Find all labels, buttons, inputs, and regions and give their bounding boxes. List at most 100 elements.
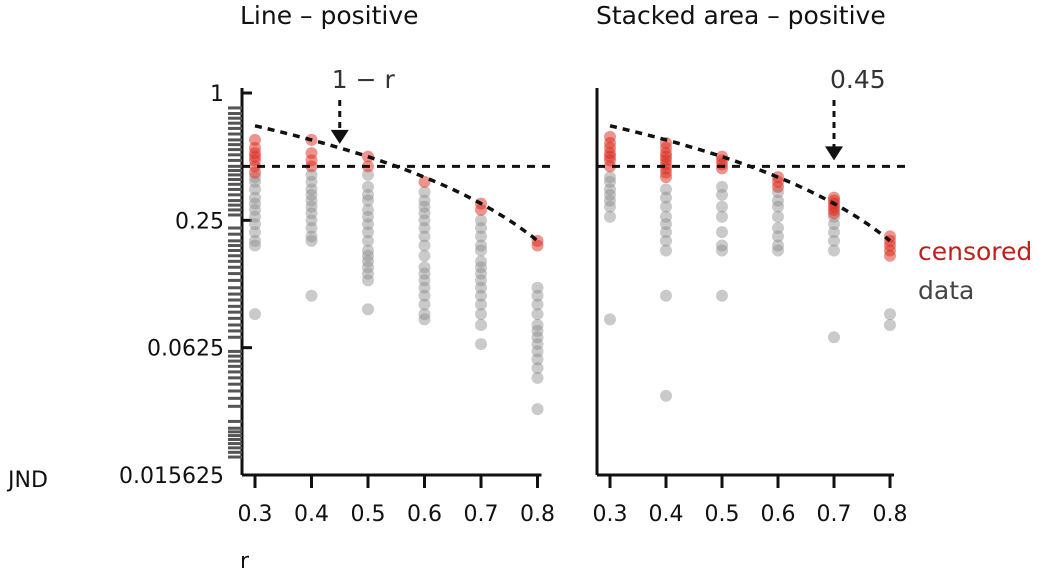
- x-tick-label: 0.7: [817, 502, 852, 527]
- x-tick-label: 0.8: [873, 502, 908, 527]
- data-point: [604, 313, 616, 326]
- data-point: [660, 244, 672, 257]
- data-point: [772, 230, 784, 243]
- data-point: [828, 331, 840, 344]
- x-tick-label: 0.4: [294, 502, 329, 527]
- data-point: [716, 244, 728, 257]
- data-point: [531, 338, 544, 351]
- y-tick-label: 0.015625: [119, 464, 224, 489]
- panel-title-stacked-area: Stacked area – positive: [596, 1, 886, 30]
- data-point: [249, 191, 261, 204]
- data-point: [660, 218, 672, 231]
- data-point: [660, 210, 672, 223]
- data-point: [604, 175, 616, 188]
- data-point: [249, 210, 261, 223]
- y-tick-label: 1: [210, 82, 224, 107]
- data-point: [249, 239, 261, 252]
- data-point: [418, 239, 431, 252]
- data-point: [531, 298, 544, 311]
- data-point: [305, 230, 318, 243]
- data-point: [475, 214, 487, 227]
- x-tick-label: 0.3: [238, 502, 273, 527]
- panel-title-line: Line – positive: [240, 1, 419, 30]
- data-point: [362, 244, 374, 257]
- data-point: [660, 226, 672, 239]
- data-point: [531, 345, 544, 358]
- panel-stacked-area-positive: Stacked area – positive 0.3 0.4 0.5 0.6 0.7 0…: [593, 1, 908, 527]
- data-point: [716, 188, 728, 201]
- data-point: [362, 234, 374, 247]
- data-point: [660, 289, 672, 302]
- data-point: [249, 175, 261, 188]
- data-point: [362, 261, 374, 274]
- data-point: [475, 338, 487, 351]
- data-point: [418, 186, 431, 199]
- data-point: [772, 244, 784, 257]
- data-point: [249, 234, 261, 247]
- data-point: [828, 218, 840, 231]
- x-tick-label: 0.8: [520, 502, 555, 527]
- data-point: [362, 194, 374, 207]
- data-point: [305, 175, 318, 188]
- annotation-label: 0.45: [830, 65, 886, 94]
- data-point: [772, 200, 784, 213]
- data-point: [531, 324, 544, 337]
- data-point: [418, 214, 431, 227]
- x-tick-label: 0.6: [761, 502, 796, 527]
- data-point: [418, 207, 431, 220]
- data-point: [305, 221, 318, 234]
- data-point: [531, 353, 544, 366]
- data-point: [362, 168, 374, 181]
- data-point: [305, 234, 318, 247]
- data-point: [418, 313, 431, 326]
- data-point: [418, 221, 431, 234]
- data-point: [249, 197, 261, 210]
- data-point: [604, 188, 616, 201]
- data-point: [362, 267, 374, 280]
- data-point: [249, 308, 261, 321]
- data-point: [418, 289, 431, 302]
- data-point: [362, 218, 374, 231]
- data-point: [305, 183, 318, 196]
- data-point: [475, 318, 487, 331]
- data-point: [828, 244, 840, 257]
- data-point: [418, 200, 431, 213]
- data-point: [305, 194, 318, 207]
- data-point: [362, 180, 374, 193]
- data-point: [531, 281, 544, 294]
- data-point: [531, 403, 544, 416]
- data-point: [418, 249, 431, 262]
- data-point: [362, 274, 374, 287]
- y-tick-label: 0.25: [175, 209, 224, 234]
- panel-line-positive: Line – positive 0.3 0.4 0.5 0.6 0.7 0.8 1 − r: [238, 1, 556, 527]
- x-tick-label: 0.7: [464, 502, 499, 527]
- data-point: [475, 267, 487, 280]
- data-point: [418, 274, 431, 287]
- data-point: [660, 200, 672, 213]
- data-point: [305, 289, 318, 302]
- data-point: [362, 226, 374, 239]
- data-point: [716, 180, 728, 193]
- data-point: [475, 261, 487, 274]
- x-tick-label: 0.5: [351, 502, 386, 527]
- x-axis-label: r: [240, 549, 250, 574]
- data-point: [418, 194, 431, 207]
- data-point: [305, 168, 318, 181]
- data-point: [362, 203, 374, 216]
- data-point: [828, 234, 840, 247]
- legend-data: data: [918, 276, 974, 305]
- data-point: [772, 194, 784, 207]
- data-point: [362, 210, 374, 223]
- data-point: [604, 194, 616, 207]
- data-point: [249, 203, 261, 216]
- data-point: [305, 188, 318, 201]
- y-axis-label: JND: [6, 468, 48, 493]
- data-point: [716, 289, 728, 302]
- data-point: [604, 200, 616, 213]
- data-point: [475, 255, 487, 268]
- data-point: [531, 331, 544, 344]
- annotation-arrowhead: [825, 146, 843, 161]
- data-point: [716, 200, 728, 213]
- data-point: [362, 255, 374, 268]
